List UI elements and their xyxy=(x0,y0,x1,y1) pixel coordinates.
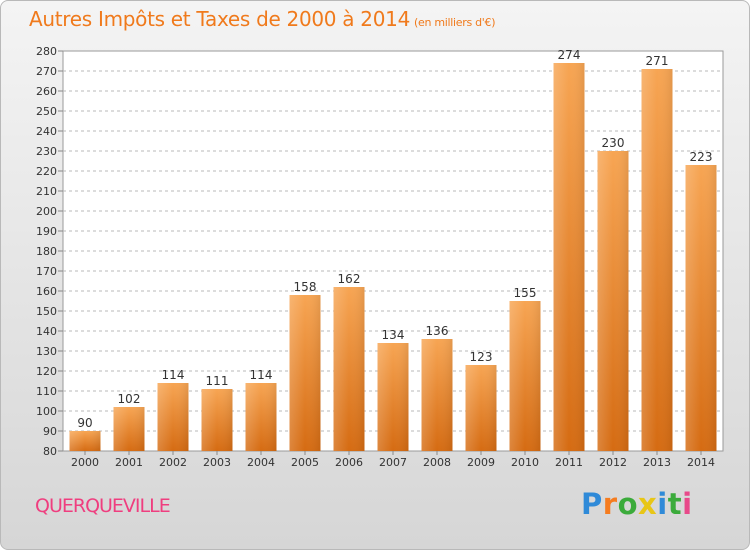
x-tick-label-2012: 2012 xyxy=(599,456,627,469)
logo-letter: o xyxy=(617,487,639,521)
y-tick-label: 150 xyxy=(36,305,57,318)
data-label-2014: 223 xyxy=(690,150,713,164)
y-tick-label: 140 xyxy=(36,325,57,338)
y-tick-label: 200 xyxy=(36,205,57,218)
data-label-2008: 136 xyxy=(426,324,449,338)
data-label-2006: 162 xyxy=(338,272,361,286)
bar-shade-2003 xyxy=(201,389,233,451)
x-tick-label-2000: 2000 xyxy=(71,456,99,469)
chart-title-text: Autres Impôts et Taxes de 2000 à 2014 xyxy=(29,7,410,31)
chart-title: Autres Impôts et Taxes de 2000 à 2014 (en… xyxy=(29,7,495,31)
data-label-2005: 158 xyxy=(294,280,317,294)
x-tick-label-2006: 2006 xyxy=(335,456,363,469)
bar-shade-2005 xyxy=(289,295,321,451)
y-tick-label: 270 xyxy=(36,65,57,78)
bar-shade-2011 xyxy=(553,63,585,451)
bar-shade-2012 xyxy=(597,151,629,451)
bar-shade-2010 xyxy=(509,301,541,451)
y-tick-label: 130 xyxy=(36,345,57,358)
data-label-2011: 274 xyxy=(558,48,581,62)
bar-shade-2001 xyxy=(113,407,145,451)
x-tick-label-2003: 2003 xyxy=(203,456,231,469)
y-tick-label: 80 xyxy=(43,445,57,458)
y-tick-label: 190 xyxy=(36,225,57,238)
y-tick-label: 110 xyxy=(36,385,57,398)
logo-letter: P xyxy=(581,487,603,521)
data-label-2013: 271 xyxy=(646,54,669,68)
x-tick-label-2005: 2005 xyxy=(291,456,319,469)
x-axis-ticks: 2000 2001 2002 2003 2004 2005 2006 2007 2008 2009… xyxy=(71,451,715,469)
x-tick-label-2009: 2009 xyxy=(467,456,495,469)
y-tick-label: 160 xyxy=(36,285,57,298)
y-tick-label: 170 xyxy=(36,265,57,278)
bar-shade-2013 xyxy=(641,69,673,451)
y-tick-label: 220 xyxy=(36,165,57,178)
y-tick-label: 250 xyxy=(36,105,57,118)
data-label-2001: 102 xyxy=(118,392,141,406)
data-label-2002: 114 xyxy=(162,368,185,382)
y-tick-label: 90 xyxy=(43,425,57,438)
data-label-2010: 155 xyxy=(514,286,537,300)
data-label-2007: 134 xyxy=(382,328,405,342)
bar-shade-2002 xyxy=(157,383,189,451)
y-tick-label: 180 xyxy=(36,245,57,258)
bars xyxy=(69,63,717,451)
bar-shade-2009 xyxy=(465,365,497,451)
x-tick-label-2007: 2007 xyxy=(379,456,407,469)
bar-shade-2008 xyxy=(421,339,453,451)
y-axis-ticks: 80 90 100 110 120 130 140 150 160 170 180 190 200 210… xyxy=(36,45,63,458)
x-tick-label-2004: 2004 xyxy=(247,456,275,469)
data-labels: 90 102 114 111 114 158 162 134 136 123 155 274 230 27… xyxy=(77,48,712,430)
bar-shade-2007 xyxy=(377,343,409,451)
x-tick-label-2008: 2008 xyxy=(423,456,451,469)
logo-letter: x xyxy=(638,487,658,521)
bar-shade-2000 xyxy=(69,431,101,451)
data-label-2012: 230 xyxy=(602,136,625,150)
bar-shade-2014 xyxy=(685,165,717,451)
logo-letter: i xyxy=(682,487,693,521)
y-tick-label: 120 xyxy=(36,365,57,378)
logo-letter: i xyxy=(657,487,668,521)
y-tick-label: 210 xyxy=(36,185,57,198)
chart-unit-note: (en milliers d'€) xyxy=(414,16,496,29)
x-tick-label-2011: 2011 xyxy=(555,456,583,469)
logo-letter: r xyxy=(602,487,618,521)
x-tick-label-2001: 2001 xyxy=(115,456,143,469)
x-tick-label-2013: 2013 xyxy=(643,456,671,469)
x-tick-label-2010: 2010 xyxy=(511,456,539,469)
y-tick-label: 240 xyxy=(36,125,57,138)
logo-letter: t xyxy=(667,487,683,521)
data-label-2000: 90 xyxy=(77,416,92,430)
bar-shade-2006 xyxy=(333,287,365,451)
commune-name: QUERQUEVILLE xyxy=(35,495,171,517)
data-label-2004: 114 xyxy=(250,368,273,382)
proxiti-logo: Proxiti xyxy=(581,487,693,521)
bar-shade-2004 xyxy=(245,383,277,451)
x-tick-label-2014: 2014 xyxy=(687,456,715,469)
y-tick-label: 260 xyxy=(36,85,57,98)
data-label-2003: 111 xyxy=(206,374,229,388)
x-tick-label-2002: 2002 xyxy=(159,456,187,469)
y-tick-label: 230 xyxy=(36,145,57,158)
data-label-2009: 123 xyxy=(470,350,493,364)
y-tick-label: 280 xyxy=(36,45,57,58)
y-tick-label: 100 xyxy=(36,405,57,418)
